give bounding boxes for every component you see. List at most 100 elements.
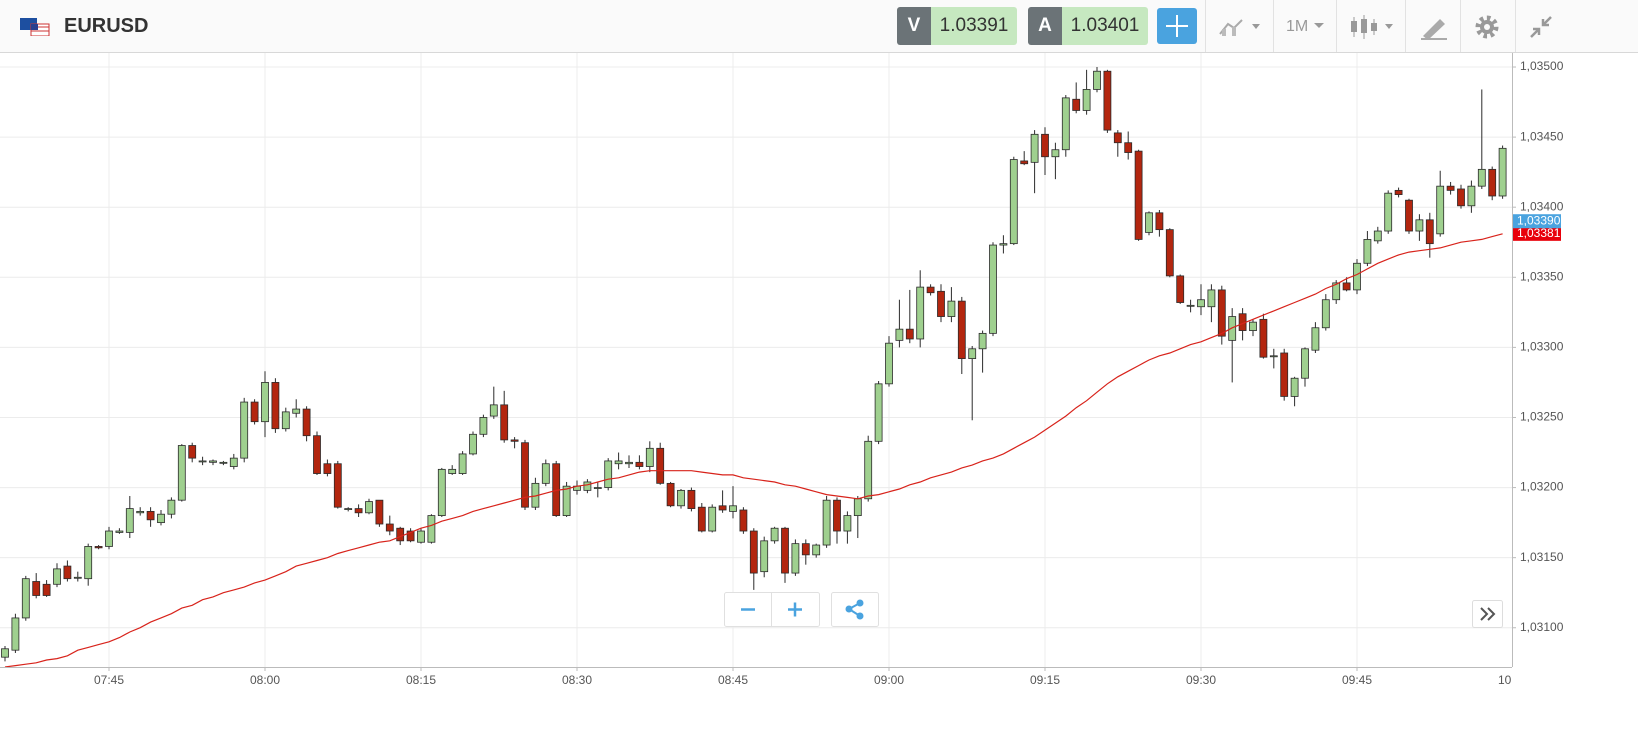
candle-body — [105, 530, 113, 547]
candle-body — [209, 460, 217, 463]
candle-body — [1353, 262, 1361, 291]
candle-body — [53, 568, 61, 585]
candle-body — [1301, 348, 1309, 379]
candle-body — [625, 461, 633, 465]
candle-body — [1436, 185, 1445, 235]
timeframe-caret — [1314, 23, 1324, 28]
candle-body — [11, 617, 20, 651]
candle-body — [1051, 149, 1060, 158]
candle-body — [1176, 275, 1185, 303]
candle-body — [968, 348, 977, 359]
x-tick-label: 10:00 — [1498, 673, 1528, 687]
candle-body — [1113, 132, 1122, 144]
candle-body — [1415, 219, 1424, 232]
candle-body — [229, 457, 238, 467]
candle-body — [84, 546, 93, 580]
candle-body — [250, 401, 259, 423]
candle-body — [801, 543, 810, 556]
bid-label[interactable]: V — [897, 7, 931, 45]
candle-body — [510, 439, 519, 442]
candle-body — [1009, 159, 1018, 245]
zoom-in[interactable] — [788, 602, 802, 617]
candle-body — [333, 463, 342, 508]
candle-body — [1342, 282, 1351, 291]
timeframe-button[interactable]: 1M — [1286, 18, 1309, 35]
candle-body — [833, 499, 841, 532]
candle-body — [593, 487, 602, 489]
y-tick-label: 1,03200 — [1520, 480, 1564, 494]
candle-body — [1134, 150, 1143, 240]
candle-body — [219, 461, 228, 464]
candle-body — [500, 404, 509, 441]
draw-button[interactable] — [1420, 14, 1448, 40]
y-tick-label: 1,03500 — [1520, 59, 1564, 73]
x-tick-label: 08:00 — [250, 673, 280, 687]
candle-body — [1155, 212, 1164, 231]
x-tick-label: 07:45 — [94, 673, 124, 687]
candle-body — [1498, 147, 1507, 197]
candle-body — [1093, 70, 1101, 90]
candle-body — [1373, 230, 1382, 242]
ask-price[interactable]: 1.03401 — [1062, 7, 1148, 45]
candle-body — [1197, 299, 1205, 308]
collapse-button[interactable] — [1528, 14, 1554, 40]
candle-body — [905, 328, 914, 340]
candle-body — [125, 508, 134, 533]
ask-label[interactable]: A — [1028, 7, 1062, 45]
candle-body — [1145, 212, 1153, 233]
candle-body — [177, 445, 186, 501]
candle-body — [1321, 299, 1330, 329]
candle-body — [323, 463, 332, 474]
candle-body — [791, 543, 800, 574]
candle-body — [1, 648, 9, 658]
scroll-end-button[interactable] — [1472, 600, 1504, 629]
candle-body — [708, 506, 717, 532]
candle-body — [42, 583, 51, 596]
candle-body — [1207, 289, 1216, 308]
candle-body — [947, 300, 956, 317]
candle-body — [448, 468, 457, 474]
crosshair-button[interactable] — [1157, 8, 1197, 44]
bid-price[interactable]: 1.03391 — [931, 7, 1017, 45]
candle-body — [1103, 70, 1112, 131]
candle-body — [885, 342, 893, 385]
toolbar: EURUSD V 1.03391 A 1.03401 1M — [0, 0, 1638, 53]
candle-body — [1425, 219, 1434, 245]
settings-button[interactable] — [1474, 14, 1500, 40]
x-tick-label: 09:00 — [874, 673, 904, 687]
candle-body — [1311, 327, 1320, 351]
candle-body — [781, 527, 789, 574]
price-marker — [1513, 226, 1561, 241]
candle-body — [1290, 377, 1299, 397]
x-tick-label: 09:45 — [1342, 673, 1372, 687]
candle-body — [687, 489, 696, 509]
candle-body — [385, 523, 394, 532]
y-tick-label: 1,03150 — [1520, 550, 1564, 564]
candle-type-button[interactable] — [1348, 13, 1396, 41]
candle-body — [271, 382, 280, 430]
share-button[interactable] — [831, 592, 879, 627]
candle-body — [957, 300, 966, 359]
candle-body — [427, 515, 436, 543]
candle-body — [396, 527, 405, 542]
candle-body — [1082, 89, 1091, 111]
candle-body — [417, 530, 425, 543]
candle-body — [1041, 133, 1049, 158]
candle-body — [469, 433, 477, 455]
candle-body — [749, 530, 758, 574]
candle-body — [864, 440, 873, 500]
candle-body — [666, 482, 675, 507]
x-tick-label: 08:45 — [718, 673, 748, 687]
candle-body — [999, 243, 1008, 246]
candle-body — [1363, 239, 1372, 264]
candle-body — [583, 481, 592, 491]
candle-body — [729, 505, 737, 512]
candle-body — [978, 332, 987, 350]
candle-body — [136, 510, 145, 514]
candle-body — [1061, 97, 1070, 151]
candle-body — [458, 453, 467, 474]
candle-body — [21, 578, 30, 619]
y-tick-label: 1,03450 — [1520, 129, 1564, 143]
chart-type-button[interactable] — [1218, 16, 1264, 38]
